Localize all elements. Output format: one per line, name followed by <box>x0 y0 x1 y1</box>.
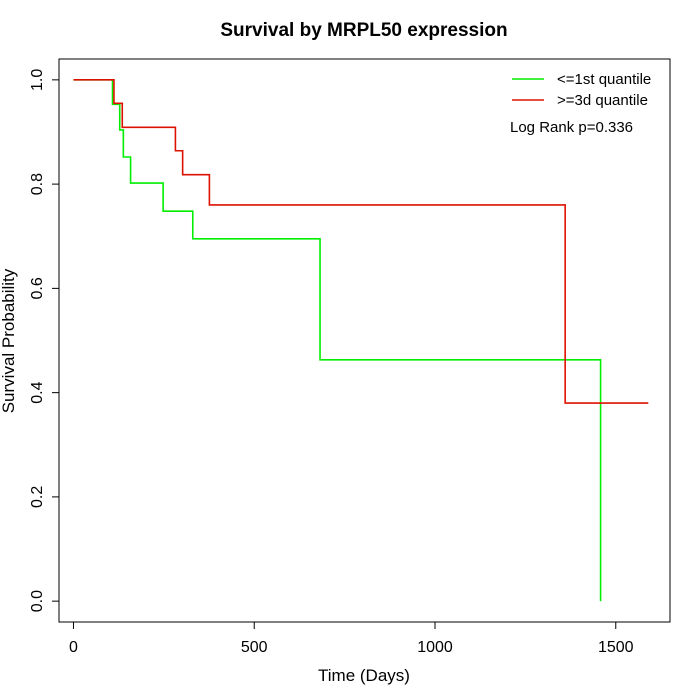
y-tick-label: 0.4 <box>29 381 46 403</box>
y-tick-label: 0.2 <box>29 486 46 508</box>
x-axis-label: Time (Days) <box>318 666 410 685</box>
plot-frame <box>58 58 671 623</box>
x-tick-label: 0 <box>69 639 78 656</box>
y-axis-label: Survival Probability <box>0 268 18 413</box>
x-tick-label: 500 <box>241 639 268 656</box>
series-line-1 <box>73 79 649 404</box>
series-line-0 <box>73 79 602 602</box>
y-tick-label: 0.0 <box>29 590 46 612</box>
x-tick-label: 1000 <box>417 639 453 656</box>
log-rank-annotation: Log Rank p=0.336 <box>510 119 633 136</box>
y-tick-label: 0.6 <box>29 277 46 299</box>
x-tick-label: 1500 <box>598 639 634 656</box>
legend: <=1st quantile >=3d quantile <box>512 71 651 109</box>
series-layer <box>73 79 649 602</box>
legend-label-high: >=3d quantile <box>557 92 648 109</box>
y-tick-label: 1.0 <box>29 69 46 91</box>
chart-title: Survival by MRPL50 expression <box>220 20 507 41</box>
y-axis: 0.0 0.2 0.4 0.6 0.8 1.0 <box>29 69 60 612</box>
x-axis: 0 500 1000 1500 <box>69 621 634 656</box>
y-tick-label: 0.8 <box>29 173 46 195</box>
legend-label-low: <=1st quantile <box>557 71 651 88</box>
